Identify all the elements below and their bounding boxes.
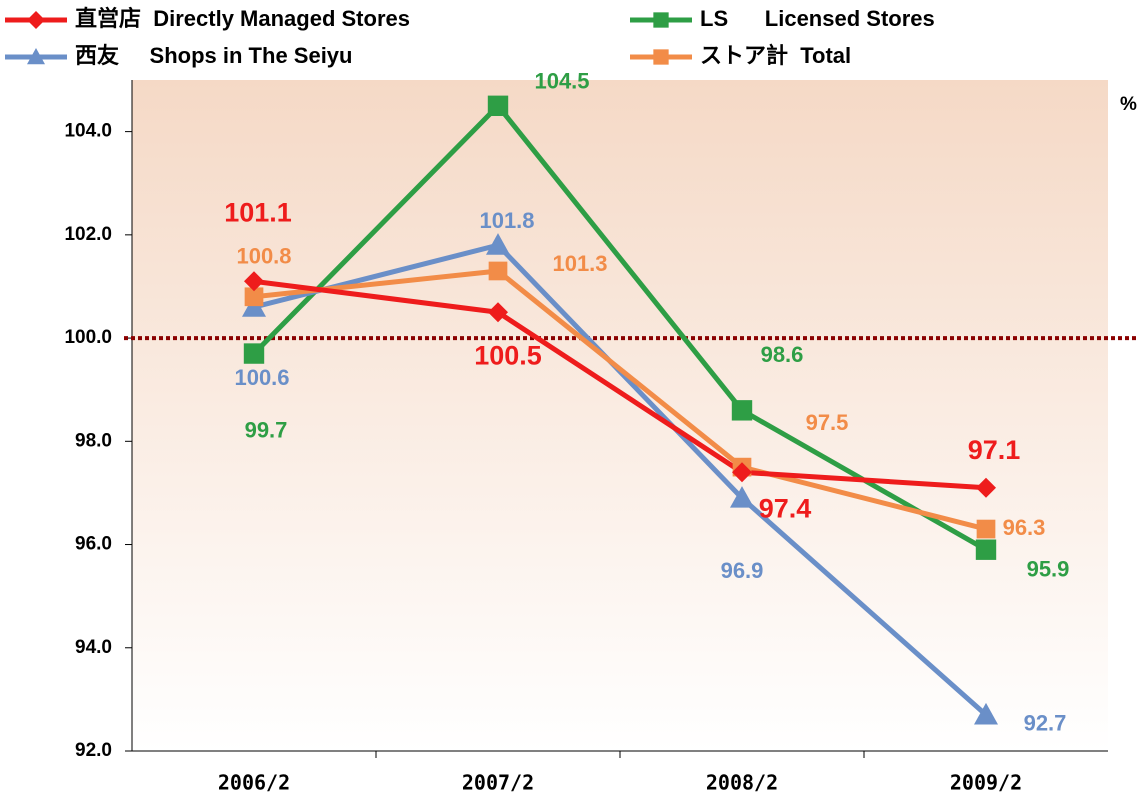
value-label: 100.5 — [474, 340, 542, 370]
x-tick-label: 2007/2 — [462, 771, 534, 795]
value-label: 97.1 — [968, 435, 1021, 465]
legend-marker — [653, 49, 669, 65]
y-tick-label: 94.0 — [75, 637, 112, 658]
value-label: 92.7 — [1024, 711, 1067, 736]
value-label: 99.7 — [245, 417, 288, 442]
point-marker — [488, 261, 508, 281]
value-label: 98.6 — [761, 342, 804, 367]
point-marker — [244, 271, 264, 292]
value-label: 104.5 — [534, 69, 589, 94]
x-tick-label: 2009/2 — [950, 771, 1022, 795]
y-tick-label: 100.0 — [64, 327, 112, 348]
series-line — [253, 268, 987, 532]
point-marker — [731, 400, 753, 421]
unit-label: % — [1120, 94, 1137, 115]
x-tick-label: 2008/2 — [706, 771, 778, 795]
series-line — [253, 278, 987, 491]
legend-label: LS Licensed Stores — [700, 6, 935, 31]
point-marker — [976, 477, 996, 498]
point-marker — [975, 539, 997, 560]
legend-marker — [27, 48, 45, 65]
point-marker — [488, 302, 508, 323]
value-label: 96.3 — [1003, 515, 1046, 540]
point-marker — [730, 486, 754, 508]
value-label: 100.8 — [236, 244, 291, 269]
legend-marker — [27, 11, 45, 29]
y-tick-label: 104.0 — [64, 121, 112, 142]
point-marker — [732, 462, 752, 483]
point-marker — [244, 287, 264, 307]
y-tick-label: 98.0 — [75, 430, 112, 451]
y-tick-label: 92.0 — [75, 740, 112, 761]
legend-label: 西友 Shops in The Seiyu — [75, 43, 352, 68]
legend-label: 直営店 Directly Managed Stores — [75, 6, 410, 31]
value-label: 101.8 — [479, 208, 534, 233]
value-label: 96.9 — [721, 558, 764, 583]
y-tick-label: 102.0 — [64, 224, 112, 245]
value-label: 101.1 — [224, 197, 292, 227]
y-tick-label: 96.0 — [75, 534, 112, 555]
value-label: 100.6 — [234, 365, 289, 390]
legend-marker — [653, 12, 669, 28]
point-marker — [974, 702, 998, 725]
point-marker — [976, 519, 996, 539]
plot-area — [132, 80, 1108, 751]
value-label: 97.4 — [759, 493, 812, 523]
point-marker — [486, 233, 510, 255]
value-label: 101.3 — [552, 251, 607, 276]
value-label: 95.9 — [1027, 557, 1070, 582]
point-marker — [487, 95, 509, 117]
point-marker — [243, 343, 265, 364]
value-label: 97.5 — [806, 410, 849, 435]
legend-label: ストア計 Total — [700, 43, 851, 68]
x-tick-label: 2006/2 — [218, 771, 290, 795]
